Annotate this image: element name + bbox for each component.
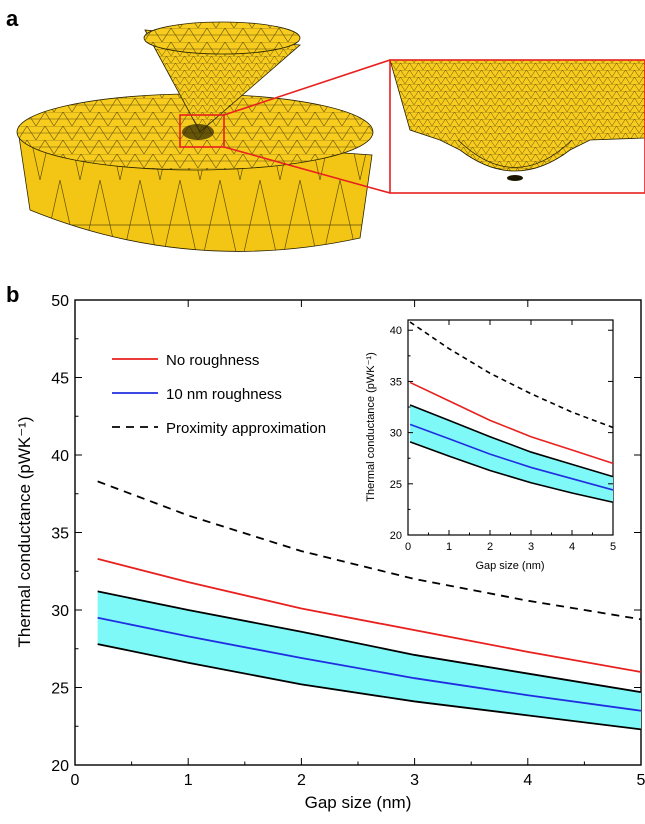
inset-x-tick-label: 0 xyxy=(405,541,411,553)
main-y-axis-label: Thermal conductance (pWK⁻¹) xyxy=(15,417,34,648)
legend-label-proximity: Proximity approximation xyxy=(166,420,326,437)
main-series-proximity-approximation xyxy=(97,480,642,621)
inset-band-lower-edge xyxy=(409,441,614,504)
legend-entry-no-roughness: No roughness xyxy=(112,352,259,369)
inset-x-tick-label: 4 xyxy=(569,541,575,553)
inset-chart: 0 1 2 3 4 5 20 25 30 35 40 Gap size (nm) Thermal … xyxy=(365,319,616,572)
inset-y-tick-label: 25 xyxy=(390,479,402,491)
main-y-tick-label: 30 xyxy=(51,603,69,620)
main-band-upper-edge xyxy=(97,590,642,694)
legend-label-10nm-roughness: 10 nm roughness xyxy=(166,386,282,403)
main-y-tick-label: 45 xyxy=(51,370,69,387)
main-x-tick-label: 1 xyxy=(184,772,193,789)
inset-y-tick-label: 40 xyxy=(390,325,402,337)
inset-y-tick-label: 20 xyxy=(390,530,402,542)
inset-y-tick-label: 35 xyxy=(390,376,402,388)
tip-mesh-illustration xyxy=(143,21,301,140)
legend: No roughness 10 nm roughness Proximity a… xyxy=(112,352,326,437)
legend-entry-proximity: Proximity approximation xyxy=(112,420,326,437)
main-x-tick-label: 2 xyxy=(297,772,306,789)
legend-label-no-roughness: No roughness xyxy=(166,352,259,369)
main-roughness-band xyxy=(97,591,641,730)
main-x-axis-label: Gap size (nm) xyxy=(305,793,412,812)
panel-b-label: b xyxy=(6,282,19,307)
inset-series-no-roughness xyxy=(409,381,614,465)
main-y-tick-label: 50 xyxy=(51,293,69,310)
zoom-box xyxy=(179,59,391,194)
main-y-tick-label: 25 xyxy=(51,680,69,697)
main-band-lower-edge xyxy=(97,643,642,731)
inset-y-axis-label: Thermal conductance (pWK⁻¹) xyxy=(365,352,377,501)
main-series-no-roughness xyxy=(97,557,642,673)
inset-band-upper-edge xyxy=(409,404,614,478)
main-series-10-nm-roughness xyxy=(97,616,642,712)
inset-x-tick-label: 5 xyxy=(610,541,616,553)
main-y-tick-label: 40 xyxy=(51,448,69,465)
legend-entry-10nm-roughness: 10 nm roughness xyxy=(112,386,282,403)
zoom-inset-illustration xyxy=(389,59,645,194)
inset-x-tick-label: 2 xyxy=(487,541,493,553)
main-y-tick-label: 35 xyxy=(51,525,69,542)
main-x-tick-label: 3 xyxy=(410,772,419,789)
main-x-tick-label: 5 xyxy=(637,772,645,789)
inset-series-10-nm-roughness xyxy=(409,423,614,491)
panel-a-label: a xyxy=(6,6,19,31)
inset-roughness-band xyxy=(410,404,613,503)
main-x-tick-label: 4 xyxy=(523,772,532,789)
main-y-tick-label: 20 xyxy=(51,758,69,775)
main-x-tick-label: 0 xyxy=(71,772,80,789)
inset-x-tick-label: 1 xyxy=(446,541,452,553)
inset-x-axis-label: Gap size (nm) xyxy=(475,560,544,572)
inset-series-proximity-approximation xyxy=(409,321,614,429)
inset-x-tick-label: 3 xyxy=(528,541,534,553)
inset-y-tick-label: 30 xyxy=(390,428,402,440)
